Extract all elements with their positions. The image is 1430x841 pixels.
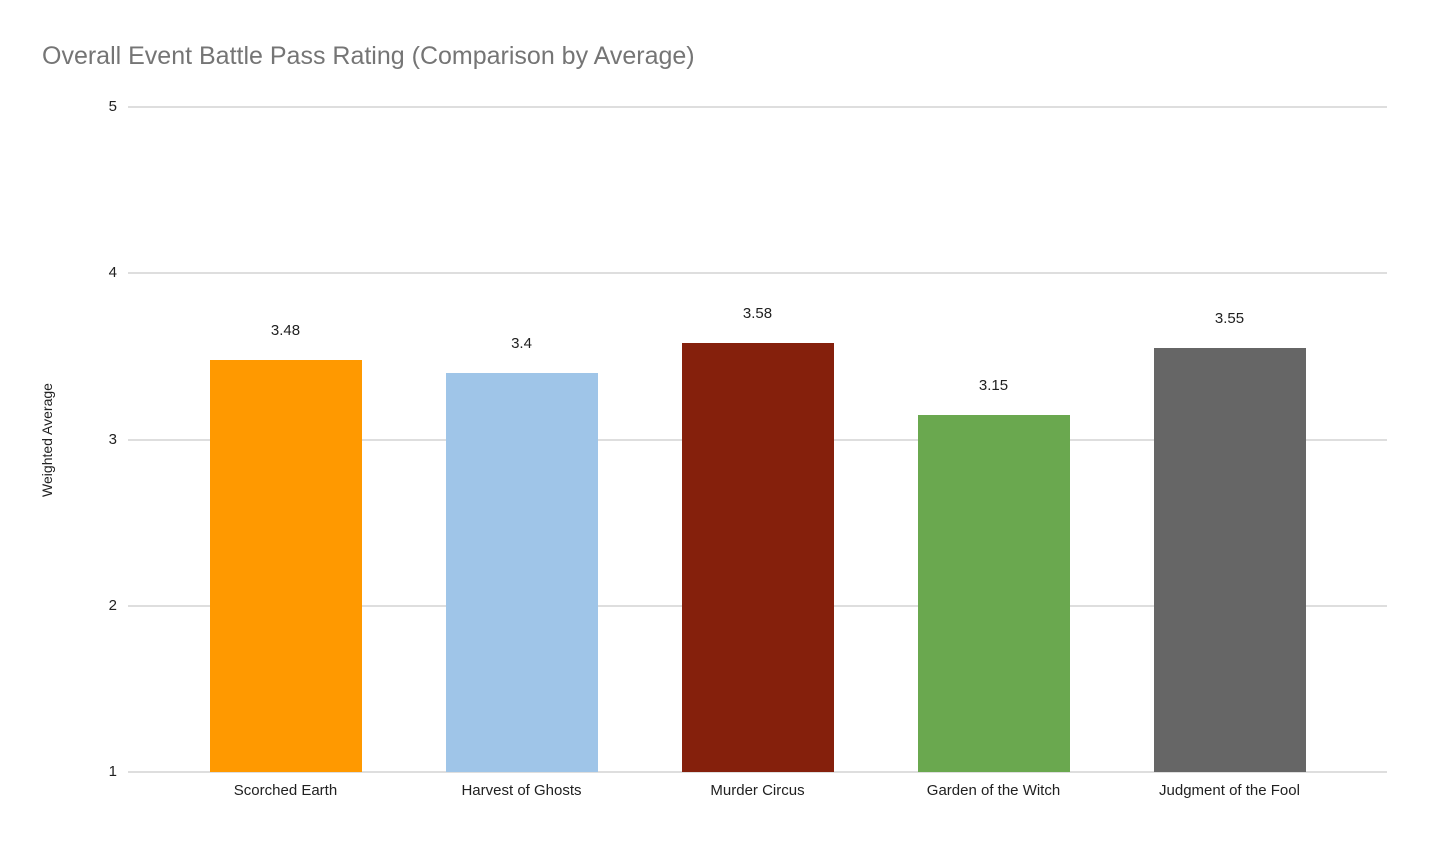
x-tick-label-murder-circus: Murder Circus bbox=[710, 782, 805, 799]
x-tick-label-scorched-earth: Scorched Earth bbox=[233, 782, 338, 799]
bar-value-label-judgment-of-the-fool: 3.55 bbox=[1214, 310, 1245, 328]
y-tick-label-4: 4 bbox=[108, 264, 117, 282]
plot-area: 1 2 3 4 5 3.48 Scorched Earth 3.4 Harvest of Gho… bbox=[109, 98, 1387, 799]
bar-murder-circus bbox=[681, 343, 834, 772]
y-tick-label-2: 2 bbox=[108, 596, 117, 614]
y-axis-title: Weighted Average bbox=[37, 107, 57, 772]
gridline-5 bbox=[128, 106, 1387, 108]
x-tick-label-harvest-of-ghosts: Harvest of Ghosts bbox=[461, 782, 582, 799]
gridline-4 bbox=[128, 272, 1387, 275]
y-tick-label-3: 3 bbox=[108, 430, 117, 448]
x-tick-label-garden-of-the-witch: Garden of the Witch bbox=[926, 782, 1061, 799]
bar-scorched-earth bbox=[209, 359, 362, 772]
bar-value-label-murder-circus: 3.58 bbox=[742, 305, 773, 323]
y-tick-label-5: 5 bbox=[108, 98, 117, 115]
y-tick-label-1: 1 bbox=[108, 763, 117, 780]
bar-garden-of-the-witch bbox=[917, 414, 1070, 772]
y-axis-title-text: Weighted Average bbox=[39, 382, 55, 497]
bar-value-label-scorched-earth: 3.48 bbox=[270, 321, 301, 339]
gridline-1 bbox=[128, 771, 1387, 773]
bar-value-label-garden-of-the-witch: 3.15 bbox=[978, 376, 1009, 394]
bar-value-label-harvest-of-ghosts: 3.4 bbox=[511, 335, 532, 352]
bar-harvest-of-ghosts bbox=[445, 373, 598, 772]
chart-title: Overall Event Battle Pass Rating (Compar… bbox=[42, 42, 695, 70]
bar-judgment-of-the-fool bbox=[1153, 348, 1306, 772]
x-tick-label-judgment-of-the-fool: Judgment of the Fool bbox=[1159, 782, 1300, 799]
